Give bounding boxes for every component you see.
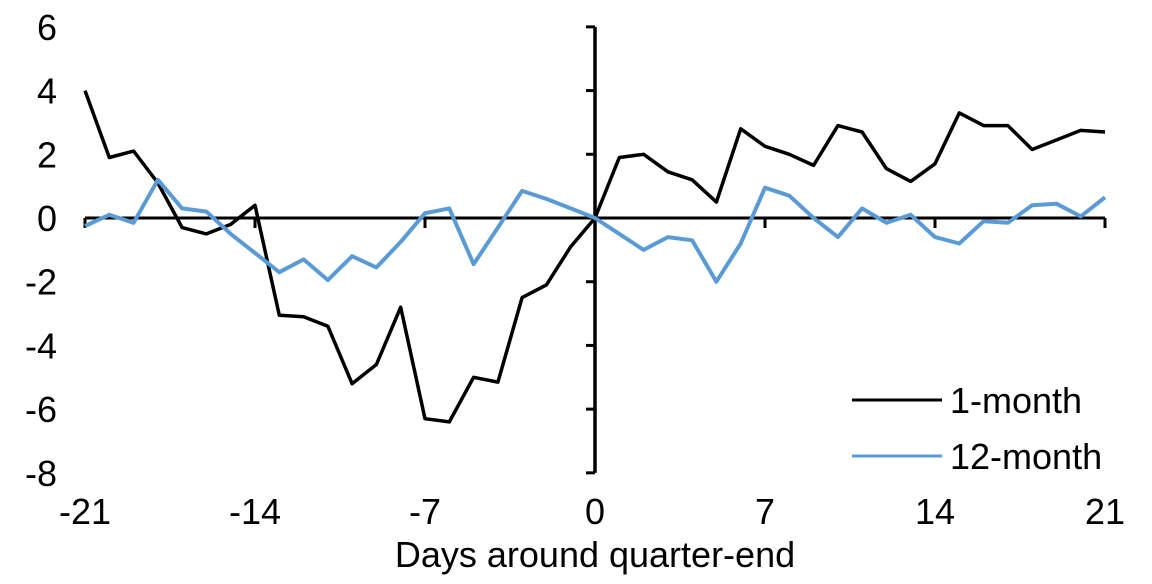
x-tick-label: -14 — [229, 491, 281, 532]
x-tick-label: 14 — [915, 491, 955, 532]
legend: 1-month 12-month — [852, 380, 1102, 477]
y-tick-label: -6 — [25, 389, 57, 430]
y-tick-label: -2 — [25, 262, 57, 303]
y-tick-label: -8 — [25, 453, 57, 494]
axes: -21 -14 -7 0 7 14 21 6 4 2 0 -2 -4 -6 -8 — [25, 7, 1125, 532]
y-tick-label: -4 — [25, 325, 57, 366]
x-tick-label: 21 — [1085, 491, 1125, 532]
x-tick-label: 7 — [755, 491, 775, 532]
x-axis-title: Days around quarter-end — [395, 534, 795, 575]
series-line-12-month — [84, 177, 1107, 284]
legend-label-1-month: 1-month — [950, 380, 1082, 421]
x-tick-label: -7 — [409, 491, 441, 532]
legend-label-12-month: 12-month — [950, 436, 1102, 477]
x-tick-label: 0 — [585, 491, 605, 532]
y-tick-label: 0 — [37, 198, 57, 239]
series-group — [83, 90, 1107, 424]
y-tick-label: 4 — [37, 71, 57, 112]
y-tick-label: 6 — [37, 7, 57, 48]
y-tick-label: 2 — [37, 134, 57, 175]
x-tick-label: -21 — [59, 491, 111, 532]
